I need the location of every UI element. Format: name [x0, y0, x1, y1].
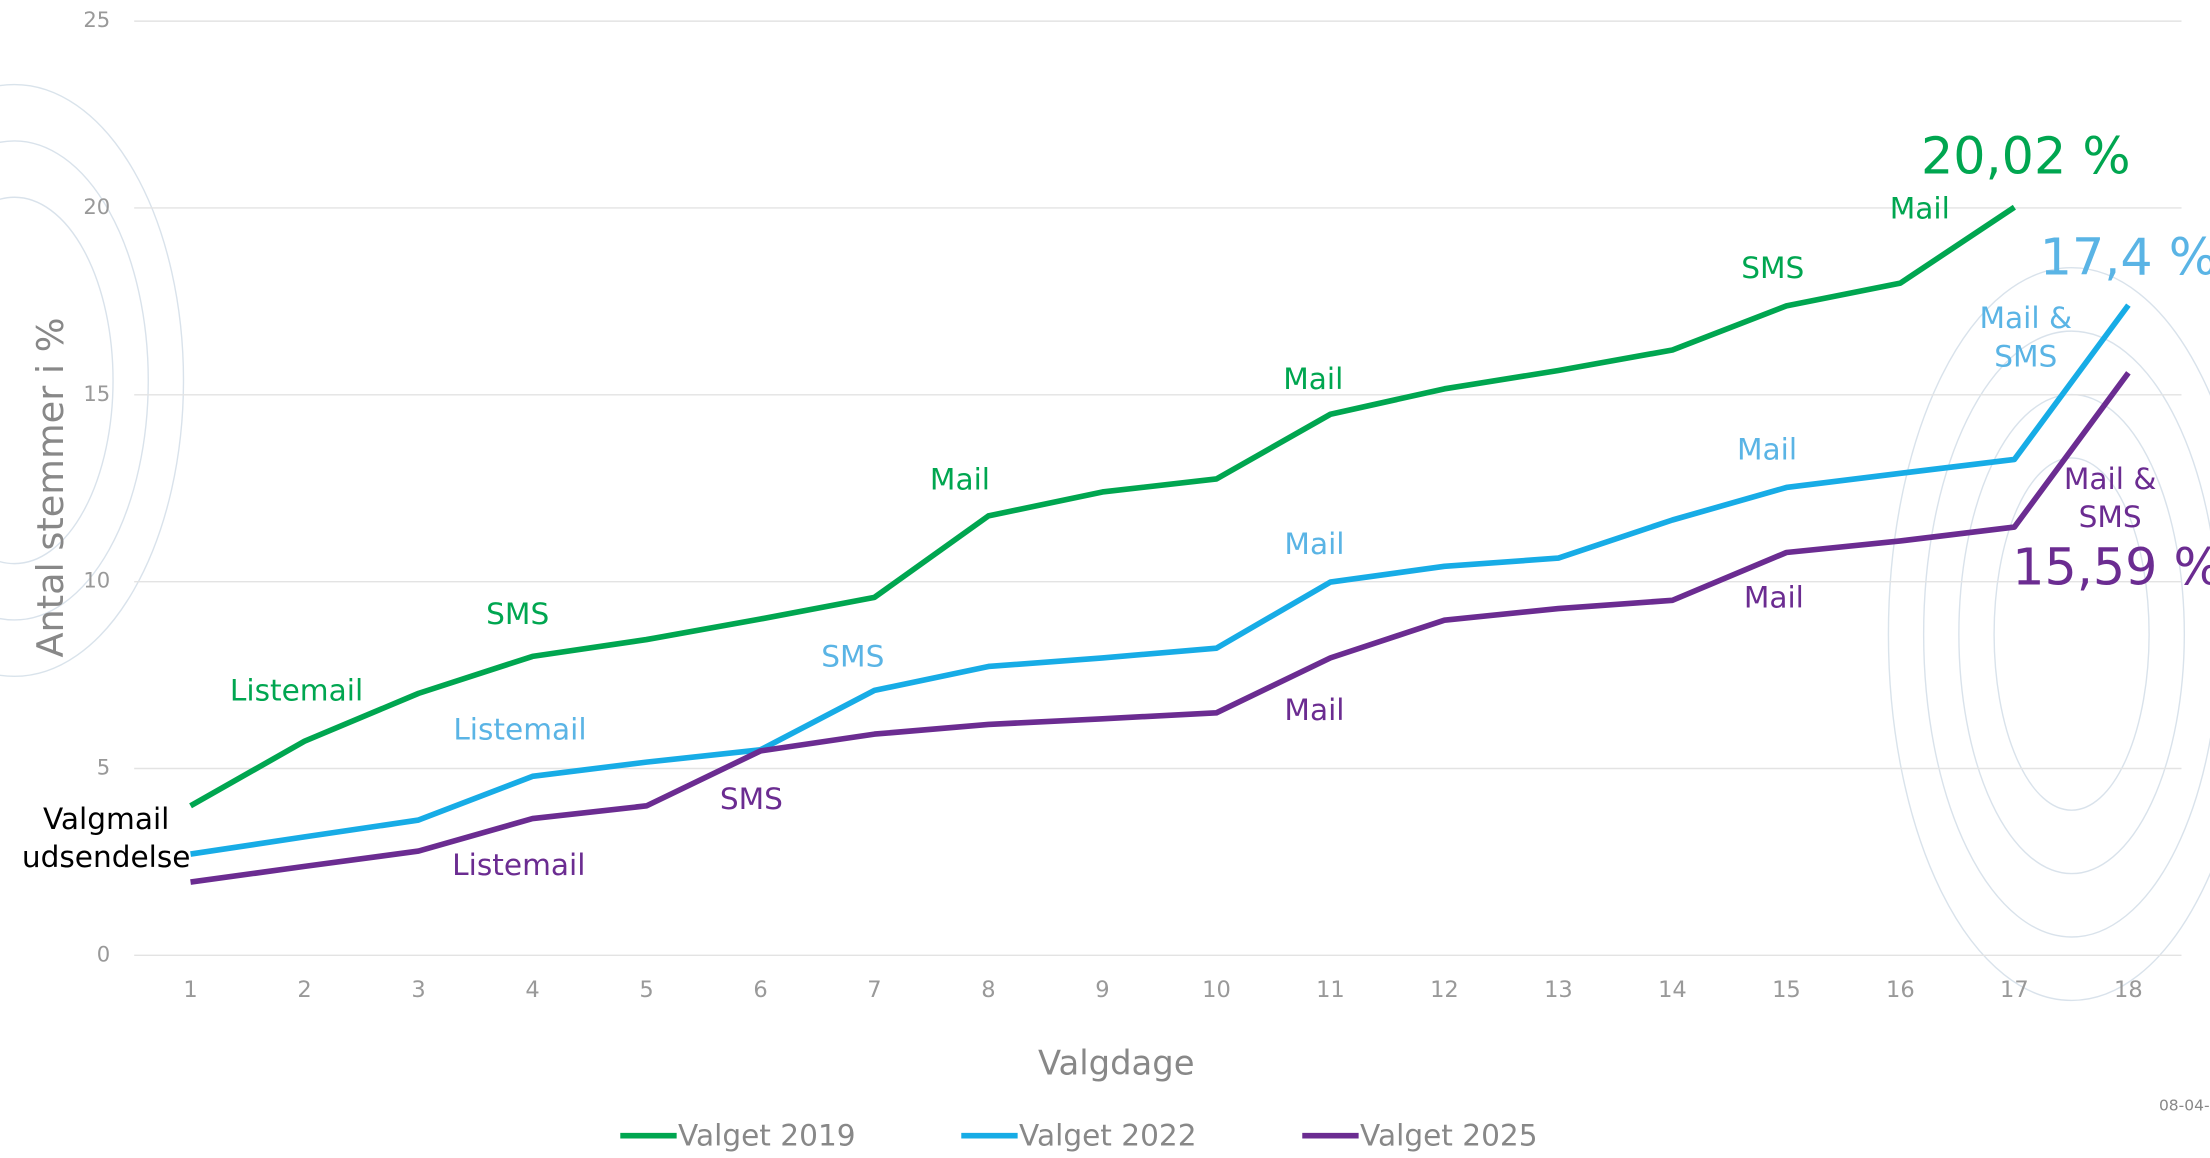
end-value-label: 17,4 %: [2040, 227, 2210, 286]
x-tick-label: 5: [639, 977, 653, 1003]
annotation: Mail &: [2064, 462, 2157, 496]
annotation: Mail: [1284, 527, 1344, 561]
x-tick-label: 2: [297, 977, 311, 1003]
end-value-label: 20,02 %: [1921, 126, 2131, 185]
annotation: Mail: [1283, 362, 1343, 396]
annotation: Listemail: [453, 713, 586, 747]
x-tick-label: 1: [183, 977, 197, 1003]
x-tick-label: 12: [1430, 977, 1459, 1003]
x-tick-label: 6: [753, 977, 767, 1003]
x-tick-label: 15: [1772, 977, 1801, 1003]
x-tick-label: 8: [981, 977, 995, 1003]
y-tick-label: 20: [83, 194, 110, 219]
annotation: udsendelse: [22, 840, 191, 874]
annotation: Mail: [930, 462, 990, 496]
series-line: [191, 305, 2129, 854]
annotation: Mail: [1890, 191, 1950, 225]
annotation: Mail: [1744, 580, 1804, 614]
annotation: SMS: [821, 639, 884, 673]
legend-label: Valget 2022: [1019, 1119, 1197, 1153]
x-tick-label: 3: [411, 977, 425, 1003]
x-tick-label: 9: [1095, 977, 1109, 1003]
x-tick-label: 7: [867, 977, 881, 1003]
end-value-label: 15,59 %: [2012, 537, 2210, 596]
x-tick-label: 13: [1544, 977, 1573, 1003]
series-line: [191, 373, 2129, 882]
y-tick-label: 0: [97, 941, 110, 966]
x-tick-label: 16: [1886, 977, 1915, 1003]
annotation: Mail: [1284, 693, 1344, 727]
legend-label: Valget 2019: [678, 1119, 856, 1153]
footnote: 08-04-: [2159, 1097, 2210, 1115]
annotation: SMS: [2079, 500, 2142, 534]
annotation: Valgmail: [43, 802, 169, 836]
annotation: Mail &: [1980, 301, 2073, 335]
x-tick-label: 4: [525, 977, 539, 1003]
x-tick-label: 10: [1202, 977, 1231, 1003]
annotation: Mail: [1737, 432, 1797, 466]
y-tick-label: 10: [83, 568, 110, 593]
annotation: SMS: [720, 782, 783, 816]
annotation: SMS: [1741, 251, 1804, 285]
x-tick-label: 14: [1658, 977, 1687, 1003]
y-axis-title: Antal stemmer i %: [29, 317, 72, 657]
x-tick-label: 18: [2114, 977, 2143, 1003]
page: Antal stemmer i % Valgdage 08-04- 051015…: [0, 0, 2210, 1158]
y-tick-label: 15: [83, 381, 110, 406]
chart: Antal stemmer i % Valgdage 08-04- 051015…: [0, 0, 2210, 1154]
x-axis-title: Valgdage: [1038, 1044, 1194, 1083]
annotation: SMS: [1994, 339, 2057, 373]
legend-label: Valget 2025: [1360, 1119, 1538, 1153]
x-tick-label: 11: [1316, 977, 1345, 1003]
y-tick-label: 25: [83, 7, 110, 32]
annotation: Listemail: [452, 848, 585, 882]
x-tick-label: 17: [2000, 977, 2029, 1003]
annotation: Listemail: [230, 673, 363, 707]
y-tick-label: 5: [97, 754, 110, 779]
annotation: SMS: [486, 597, 549, 631]
